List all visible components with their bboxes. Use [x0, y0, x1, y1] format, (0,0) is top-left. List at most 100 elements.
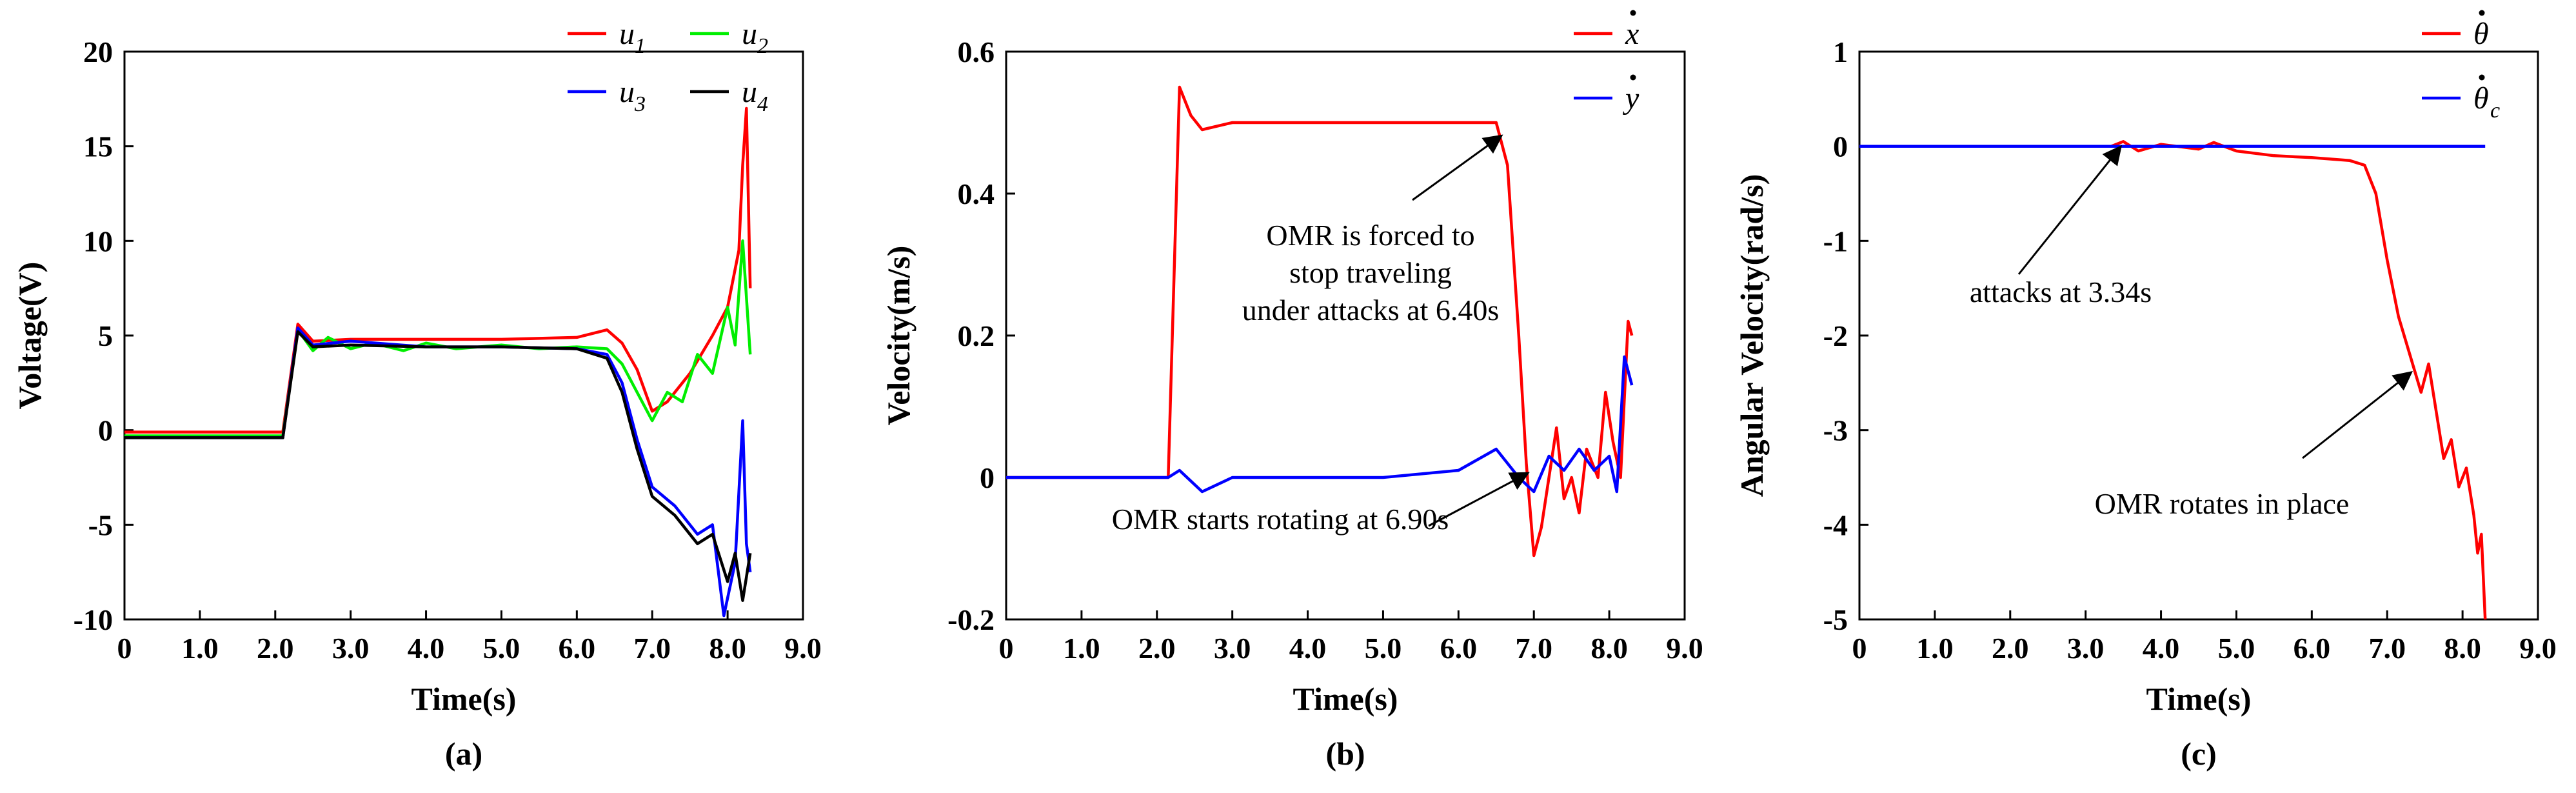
y-tick-label: 0.4	[958, 177, 995, 210]
y-tick-label: -1	[1823, 225, 1848, 257]
x-tick-label: 5.0	[1365, 632, 1402, 665]
annotation-text: attacks at 3.34s	[1970, 276, 2152, 308]
x-tick-label: 7.0	[2368, 632, 2406, 665]
series-line-u3	[124, 326, 752, 617]
x-tick-label: 0	[1852, 632, 1867, 665]
x-tick-label: 6.0	[2294, 632, 2331, 665]
legend-label-u2: u	[742, 17, 757, 51]
caption: (c)	[2181, 736, 2217, 772]
x-tick-label: 5.0	[483, 632, 520, 665]
chart-angular-velocity: 0 1.0 2.0 3.0 4.0 5.0 6.0 7.0 8.0 9.0 -5 -4 -3 -2 -1 0 1…	[1734, 10, 2557, 772]
legend-subscript-u4: 4	[757, 92, 768, 116]
y-axis-label: Angular Velocity(rad/s)	[1734, 174, 1770, 497]
y-tick-label: -4	[1823, 508, 1848, 541]
y-axis-label: Voltage(V)	[12, 262, 48, 410]
annotations: attacks at 3.34s OMR rotates in place	[1970, 145, 2413, 520]
y-tick-label: 0	[980, 461, 995, 494]
chart-voltage: 0 1.0 2.0 3.0 4.0 5.0 6.0 7.0 8.0 9.0 -10 -5 0 5 10 15 2…	[12, 17, 822, 772]
y-tick-label: 20	[83, 35, 113, 68]
x-tick-label: 0	[117, 632, 132, 665]
y-tick-label: -10	[74, 603, 113, 636]
x-tick-label: 2.0	[1992, 632, 2029, 665]
series-line-x	[1006, 85, 1634, 557]
y-tick-label: -2	[1823, 319, 1848, 352]
caption: (a)	[445, 736, 482, 772]
legend-label-y: y	[1622, 81, 1640, 115]
annotation-arrow	[2017, 145, 2123, 275]
legend-subscript-u2: 2	[757, 34, 768, 58]
legend-subscript-theta_c: c	[2490, 99, 2500, 123]
legend-subscript-u1: 1	[635, 34, 646, 58]
annotation-text: OMR is forced to stop traveling under atta…	[1242, 219, 1500, 326]
legend: u 1 u 2u 3 u 4	[568, 17, 768, 116]
y-tick-label: 15	[83, 130, 113, 163]
x-tick-label: 9.0	[784, 632, 822, 665]
x-tick-label: 3.0	[1214, 632, 1251, 665]
annotation-text: OMR starts rotating at 6.90s	[1112, 503, 1449, 536]
x-tick-label: 8.0	[1590, 632, 1628, 665]
annotation-text: OMR rotates in place	[2095, 487, 2350, 520]
plot-area	[123, 50, 804, 621]
caption: (b)	[1325, 736, 1365, 772]
y-tick-label: -0.2	[947, 603, 995, 636]
y-tick-label: -5	[1823, 603, 1848, 636]
x-tick-label: 0	[999, 632, 1014, 665]
legend-label-theta_c: θ	[2473, 81, 2489, 115]
y-tick-label: 0	[98, 414, 113, 447]
y-tick-label: 10	[83, 225, 113, 257]
x-tick-label: 4.0	[2143, 632, 2180, 665]
y-tick-label: -3	[1823, 414, 1848, 447]
series-line-u4	[124, 330, 752, 602]
legend-label-x: x	[1625, 17, 1639, 51]
x-tick-label: 3.0	[2067, 632, 2105, 665]
y-tick-label: 0	[1833, 130, 1848, 163]
plot-area	[1858, 50, 2539, 621]
x-tick-label: 2.0	[1138, 632, 1176, 665]
annotations: OMR is forced to stop traveling under atta…	[1112, 134, 1530, 536]
x-axis-label: Time(s)	[1293, 681, 1398, 717]
annotation-arrow	[1428, 472, 1530, 527]
y-tick-label: 0.6	[958, 35, 995, 68]
legend-subscript-u3: 3	[634, 92, 646, 116]
legend-dot-x	[1630, 10, 1636, 16]
legend-label-theta: θ	[2473, 17, 2489, 51]
series-line-u1	[124, 106, 752, 434]
y-tick-label: -5	[88, 508, 113, 541]
legend-dot-theta	[2479, 10, 2485, 16]
series-lines	[1859, 140, 2487, 620]
series-lines	[124, 106, 752, 617]
x-axis-label: Time(s)	[411, 681, 517, 717]
legend-dot-y	[1630, 74, 1636, 81]
x-tick-label: 1.0	[1916, 632, 1954, 665]
chart-velocity: 0 1.0 2.0 3.0 4.0 5.0 6.0 7.0 8.0 9.0-0.200.20.40…	[880, 10, 1703, 772]
x-tick-label: 8.0	[709, 632, 746, 665]
legend-label-u3: u	[619, 75, 635, 109]
legend-dot-theta_c	[2479, 74, 2485, 81]
x-tick-label: 6.0	[1440, 632, 1478, 665]
annotation-arrow	[1412, 134, 1503, 201]
x-tick-label: 7.0	[633, 632, 671, 665]
x-tick-label: 1.0	[1063, 632, 1100, 665]
annotation-arrow	[2302, 370, 2413, 459]
x-tick-label: 4.0	[408, 632, 445, 665]
legend-label-u4: u	[742, 75, 757, 109]
x-tick-label: 2.0	[257, 632, 294, 665]
series-line-u2	[124, 239, 752, 437]
legend: θθ c	[2422, 10, 2500, 123]
y-tick-label: 0.2	[958, 319, 995, 352]
x-axis-label: Time(s)	[2146, 681, 2252, 717]
x-tick-label: 4.0	[1289, 632, 1327, 665]
x-tick-label: 9.0	[1666, 632, 1703, 665]
x-tick-label: 1.0	[181, 632, 219, 665]
y-tick-label: 1	[1833, 35, 1848, 68]
x-tick-label: 7.0	[1515, 632, 1552, 665]
legend: xy	[1574, 10, 1640, 115]
x-tick-label: 5.0	[2218, 632, 2255, 665]
legend-label-u1: u	[619, 17, 635, 51]
x-tick-label: 6.0	[559, 632, 596, 665]
x-tick-label: 9.0	[2519, 632, 2557, 665]
x-tick-label: 3.0	[332, 632, 370, 665]
y-tick-label: 5	[98, 319, 113, 352]
x-tick-label: 8.0	[2444, 632, 2481, 665]
